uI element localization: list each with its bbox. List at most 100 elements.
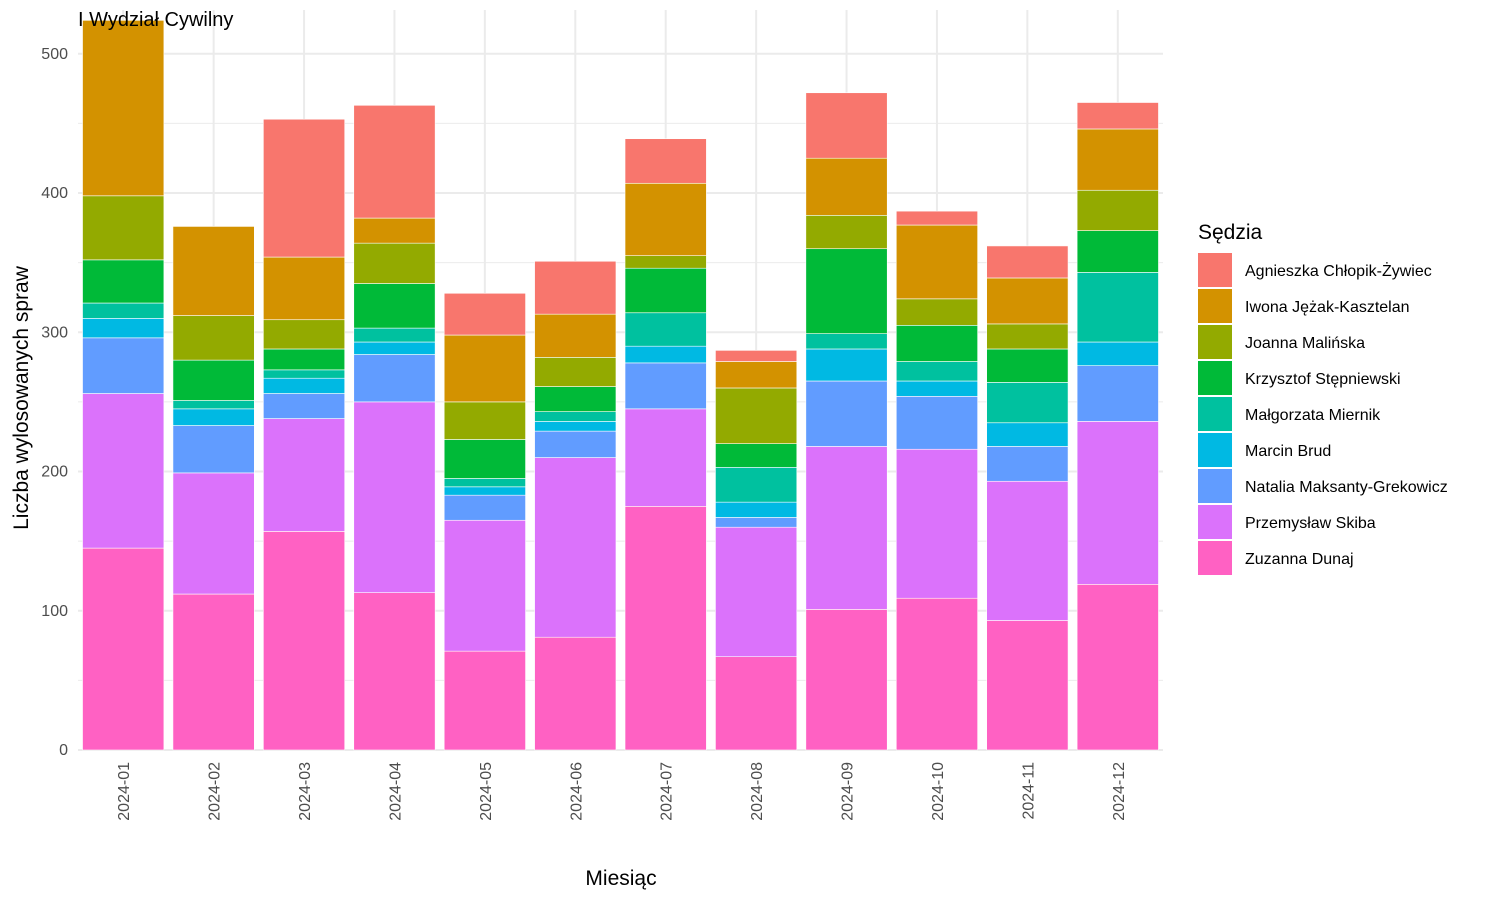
bars <box>82 20 1159 751</box>
y-tick-label: 0 <box>59 742 68 759</box>
bar-segment <box>353 341 436 355</box>
x-tick-label: 2024-04 <box>387 762 404 821</box>
legend-label: Zuzanna Dunaj <box>1245 551 1354 568</box>
x-tick-label: 2024-10 <box>930 762 947 821</box>
bar-segment <box>1076 230 1159 273</box>
bar-segment <box>534 411 617 422</box>
bar-segment <box>263 348 346 371</box>
bar-segment <box>443 439 526 479</box>
bar-segment <box>82 259 165 304</box>
bar-segment <box>805 348 888 382</box>
legend-label: Małgorzata Miernik <box>1245 407 1381 424</box>
bar-segment <box>82 547 165 751</box>
legend-label: Agnieszka Chłopik-Żywiec <box>1245 261 1432 280</box>
bar-segment <box>263 393 346 419</box>
bar-segment <box>986 323 1069 350</box>
x-tick-label: 2024-09 <box>840 762 857 821</box>
bar-segment <box>624 267 707 314</box>
bar-segment <box>1076 341 1159 366</box>
bar-segment <box>353 401 436 593</box>
bar-segment <box>624 182 707 256</box>
bar-segment <box>172 425 255 474</box>
bar-segment <box>443 292 526 336</box>
y-tick-label: 300 <box>41 324 68 341</box>
bar-segment <box>715 467 798 503</box>
bar-segment <box>895 448 978 599</box>
bar-segment <box>172 593 255 751</box>
bar-segment <box>986 348 1069 383</box>
legend-swatch <box>1198 397 1232 431</box>
legend-swatch <box>1198 361 1232 395</box>
bar-segment <box>353 592 436 751</box>
legend-label: Marcin Brud <box>1245 443 1331 460</box>
bar-segment <box>534 421 617 432</box>
bar-segment <box>624 506 707 751</box>
bar-segment <box>1076 189 1159 231</box>
bar-segment <box>895 396 978 450</box>
bar-segment <box>624 408 707 507</box>
legend-swatch <box>1198 541 1232 575</box>
bar-segment <box>895 380 978 397</box>
bar-segment <box>263 418 346 532</box>
x-axis: 2024-01 2024-02 2024-03 2024-04 2024-05 2024-… <box>116 762 1128 821</box>
bar-segment <box>986 446 1069 482</box>
legend-label: Przemysław Skiba <box>1245 515 1376 532</box>
bar-segment <box>715 656 798 751</box>
bar-segment <box>82 195 165 261</box>
bar-segment <box>805 157 888 216</box>
bar-segment <box>534 357 617 387</box>
bar-segment <box>172 315 255 361</box>
y-tick-label: 100 <box>41 603 68 620</box>
y-tick-label: 500 <box>41 46 68 63</box>
bar-segment <box>1076 421 1159 585</box>
y-axis: 0 100 200 300 400 500 <box>41 46 68 759</box>
bar-segment <box>624 312 707 347</box>
legend-swatch <box>1198 289 1232 323</box>
bar-segment <box>353 327 436 343</box>
bar-segment <box>353 104 436 219</box>
bar-segment <box>82 302 165 319</box>
bar-segment <box>624 362 707 410</box>
bar-segment <box>715 501 798 518</box>
bar-segment <box>534 457 617 638</box>
x-tick-label: 2024-05 <box>478 762 495 821</box>
bar-segment <box>443 486 526 496</box>
bar-segment <box>805 333 888 350</box>
bar-segment <box>624 255 707 269</box>
legend-swatch <box>1198 433 1232 467</box>
x-tick-label: 2024-02 <box>207 762 224 821</box>
bar-segment <box>805 380 888 447</box>
legend: Sędzia Agnieszka Chłopik-Żywiec Iwona Jęż… <box>1198 221 1448 575</box>
y-tick-label: 400 <box>41 185 68 202</box>
bar-segment <box>715 526 798 658</box>
legend-label: Joanna Malińska <box>1245 335 1365 352</box>
bar-segment <box>1076 365 1159 422</box>
bar-segment <box>353 242 436 284</box>
bar-segment <box>172 359 255 401</box>
x-tick-label: 2024-03 <box>297 762 314 821</box>
legend-swatch <box>1198 325 1232 359</box>
y-tick-label: 200 <box>41 464 68 481</box>
bar-segment <box>986 277 1069 325</box>
bar-segment <box>715 387 798 444</box>
legend-label: Iwona Jężak-Kasztelan <box>1245 299 1410 316</box>
bar-segment <box>805 214 888 250</box>
bar-segment <box>443 401 526 440</box>
bar-segment <box>263 118 346 258</box>
bar-segment <box>986 245 1069 279</box>
x-axis-title: Miesiąc <box>585 867 656 890</box>
bar-segment <box>534 386 617 412</box>
bar-segment <box>172 226 255 316</box>
bar-segment <box>82 318 165 339</box>
y-axis-title: Liczba wylosowanych spraw <box>10 265 33 530</box>
bar-segment <box>805 446 888 610</box>
legend-label: Natalia Maksanty-Grekowicz <box>1245 479 1448 496</box>
bar-segment <box>895 210 978 226</box>
bar-segment <box>82 393 165 549</box>
legend-label: Krzysztof Stępniewski <box>1245 371 1401 388</box>
bar-segment <box>624 138 707 184</box>
bar-segment <box>263 256 346 321</box>
chart-title: I Wydział Cywilny <box>78 9 233 31</box>
